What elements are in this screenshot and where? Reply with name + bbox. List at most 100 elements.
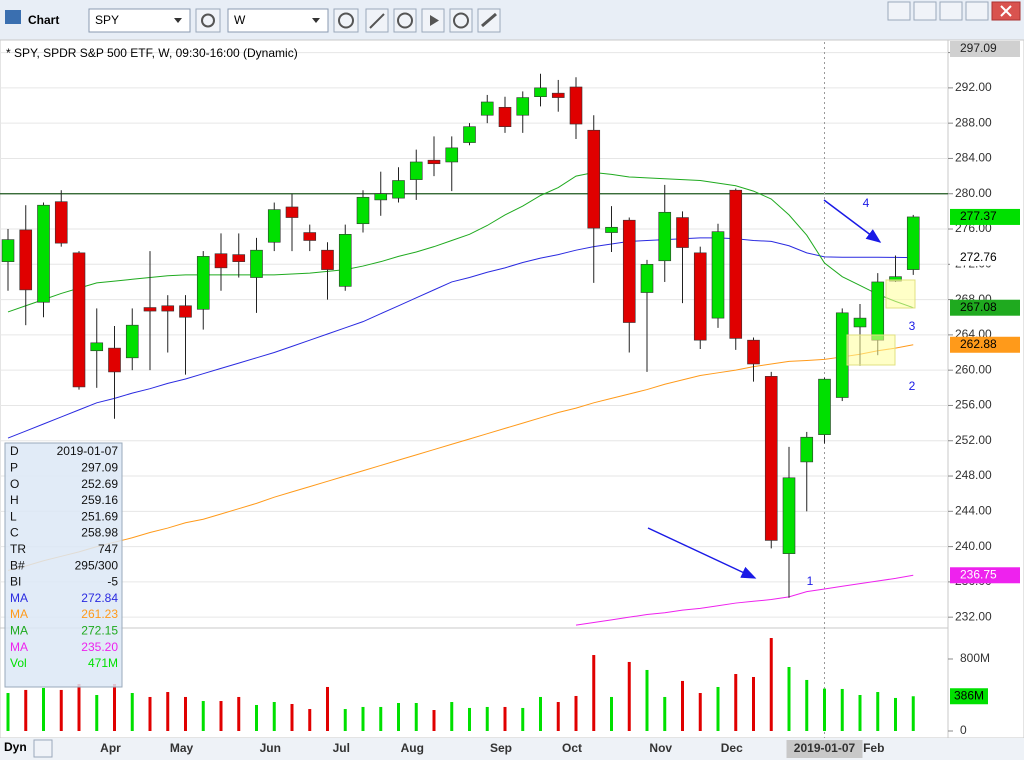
clock-icon[interactable]: [338, 12, 354, 29]
x-tick-label: Oct: [562, 741, 582, 755]
mode[interactable]: Dyn: [4, 740, 27, 754]
data-window-label: B#: [10, 558, 25, 572]
volume-bar: [148, 696, 152, 731]
data-window: [4, 442, 123, 688]
cursor-label-bg: [786, 740, 863, 758]
volume-bar: [184, 696, 187, 731]
candle-body: [587, 129, 601, 229]
interval[interactable]: W: [234, 13, 246, 27]
volume-bar: [432, 710, 436, 731]
restore-button[interactable]: [913, 1, 937, 21]
candle-body: [72, 252, 86, 388]
candle-body: [392, 180, 405, 199]
alert-icon[interactable]: [453, 12, 469, 29]
candle-body: [179, 305, 192, 318]
volume-bar: [876, 692, 880, 731]
volume-bar: [485, 706, 489, 731]
data-window-label: P: [10, 460, 18, 474]
mode-button[interactable]: [33, 739, 53, 758]
y-tick-label: 244.00: [955, 503, 992, 517]
candle-body: [37, 204, 50, 303]
volume-bar: [77, 684, 81, 731]
data-window-label: L: [10, 509, 17, 523]
symbol-box[interactable]: [88, 8, 191, 33]
volume-bar: [503, 706, 507, 731]
dropdown-arrow[interactable]: [174, 18, 182, 23]
y2-tick-label: 0: [960, 723, 967, 737]
interval-box[interactable]: [227, 8, 329, 33]
minimize-button[interactable]: [939, 1, 963, 21]
volume-bar: [698, 693, 702, 731]
play-icon[interactable]: [430, 15, 439, 26]
candle-body: [250, 249, 263, 278]
y2-tick-label: 800M: [960, 651, 990, 665]
maximize-button[interactable]: [965, 1, 989, 21]
data-window-value: 235.20: [81, 640, 118, 654]
candle-body: [267, 209, 281, 243]
price-tag-label: 267.08: [960, 300, 997, 314]
candle-body: [90, 342, 104, 352]
settings-icon[interactable]: [201, 13, 215, 28]
candle-body: [374, 193, 388, 201]
candle-body: [764, 376, 778, 541]
price-tag-label: 297.09: [960, 41, 997, 55]
data-window-label: MA: [10, 640, 28, 654]
candle-body: [693, 252, 707, 341]
volume-bar: [663, 696, 667, 731]
data-window-value: 251.69: [81, 509, 118, 523]
window-title: Chart: [28, 13, 59, 27]
annotation: 1: [807, 574, 814, 588]
y-tick-label: 252.00: [955, 433, 992, 447]
candle-body: [782, 477, 796, 554]
volume-bar: [272, 702, 276, 731]
data-window-value: -5: [107, 575, 118, 589]
candle-body: [108, 347, 121, 373]
volume-bar: [468, 707, 471, 731]
candle-body: [818, 378, 831, 435]
volume-bar: [787, 666, 791, 731]
candle-body: [1, 239, 15, 262]
candle-body: [569, 86, 583, 125]
y-tick-label: 284.00: [955, 151, 992, 165]
data-window-label: Vol: [10, 656, 27, 670]
dropdown-arrow[interactable]: [312, 18, 320, 23]
candle-body: [906, 216, 920, 270]
volume-bar: [95, 694, 99, 731]
y-tick-label: 248.00: [955, 468, 992, 482]
price-tag: [950, 208, 1020, 225]
candle-body: [800, 436, 814, 463]
data-window-label: H: [10, 493, 19, 507]
symbol[interactable]: SPY: [95, 13, 119, 27]
x-tick-label: May: [170, 741, 194, 755]
pencil-icon[interactable]: [369, 13, 385, 29]
x-tick-label: Aug: [401, 741, 424, 755]
candle-body: [658, 211, 672, 262]
candle-body: [463, 126, 476, 143]
close-icon[interactable]: [1000, 5, 1012, 17]
help-button[interactable]: [887, 1, 911, 21]
volume-bar: [290, 703, 294, 731]
candle-body: [835, 312, 849, 398]
data-window-label: MA: [10, 623, 28, 637]
price-tag: [950, 41, 1020, 57]
y-tick-label: 288.00: [955, 115, 992, 129]
link-icon[interactable]: [481, 12, 497, 28]
volume-bar: [539, 696, 542, 731]
annotation: 2: [909, 379, 916, 393]
price-tag-label: 277.37: [960, 209, 997, 223]
settings-button[interactable]: [195, 8, 221, 33]
clock-button[interactable]: [333, 8, 359, 33]
price-tag-label: 272.76: [960, 250, 997, 264]
price-tag-label: 262.88: [960, 337, 997, 351]
study-icon[interactable]: [397, 12, 413, 29]
chart-title: * SPY, SPDR S&P 500 ETF, W, 09:30-16:00 …: [6, 46, 298, 60]
candle-body: [640, 264, 654, 293]
volume-bar: [379, 706, 383, 731]
volume-bar: [769, 638, 773, 731]
data-window-value: 259.16: [81, 493, 118, 507]
candle-body: [871, 281, 885, 341]
candle-body: [54, 201, 68, 244]
volume-bar: [237, 696, 241, 731]
volume-bar: [627, 661, 631, 731]
